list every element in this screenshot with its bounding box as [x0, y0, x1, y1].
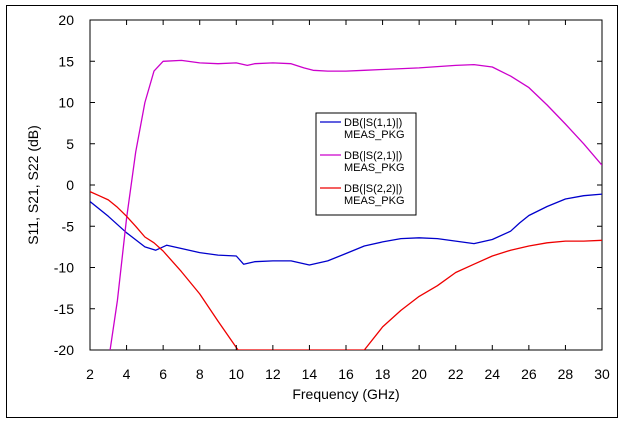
y-tick-label: -10 — [54, 260, 74, 276]
x-tick-label: 30 — [594, 366, 610, 382]
series-line-2 — [109, 59, 602, 350]
y-tick-label: 10 — [58, 95, 74, 111]
x-tick-label: 28 — [558, 366, 574, 382]
x-tick-label: 24 — [484, 366, 500, 382]
legend-label: DB(|S(2,2)|) — [344, 183, 402, 195]
x-tick-label: 8 — [196, 366, 204, 382]
y-tick-label: -15 — [54, 301, 74, 317]
x-tick-label: 10 — [228, 366, 244, 382]
y-axis-title: S11, S21, S22 (dB) — [25, 125, 41, 245]
x-axis-title: Frequency (GHz) — [292, 386, 399, 402]
legend-sublabel: MEAS_PKG — [344, 129, 405, 141]
y-tick-label: 5 — [66, 136, 74, 152]
y-tick-label: 20 — [58, 12, 74, 28]
x-tick-label: 18 — [375, 366, 391, 382]
chart-frame — [6, 5, 618, 418]
x-tick-label: 26 — [521, 366, 537, 382]
y-tick-label: -5 — [62, 218, 75, 234]
x-tick-label: 14 — [302, 366, 318, 382]
x-axis-ticks: 2 4 6 8 10 12 14 16 18 20 22 24 26 28 30 — [86, 20, 610, 382]
y-tick-label: 15 — [58, 53, 74, 69]
x-tick-label: 16 — [338, 366, 354, 382]
legend-sublabel: MEAS_PKG — [344, 162, 405, 174]
y-tick-label: -20 — [54, 342, 74, 358]
x-tick-label: 2 — [86, 366, 94, 382]
y-tick-label: 0 — [66, 177, 74, 193]
x-tick-label: 6 — [159, 366, 167, 382]
series-layer — [90, 59, 602, 350]
legend-sublabel: MEAS_PKG — [344, 195, 405, 207]
series-line-3 — [90, 191, 602, 350]
series-line-1 — [90, 193, 602, 266]
legend-label: DB(|S(1,1)|) — [344, 117, 402, 129]
legend-label: DB(|S(2,1)|) — [344, 150, 402, 162]
x-tick-label: 4 — [123, 366, 131, 382]
legend: DB(|S(1,1)|)MEAS_PKGDB(|S(2,1)|)MEAS_PKG… — [315, 112, 417, 216]
y-axis-ticks: 20 15 10 5 0 -5 -10 -15 -20 — [54, 12, 602, 358]
legend-box — [315, 112, 417, 216]
x-tick-label: 22 — [448, 366, 464, 382]
x-tick-label: 20 — [411, 366, 427, 382]
x-tick-label: 12 — [265, 366, 281, 382]
